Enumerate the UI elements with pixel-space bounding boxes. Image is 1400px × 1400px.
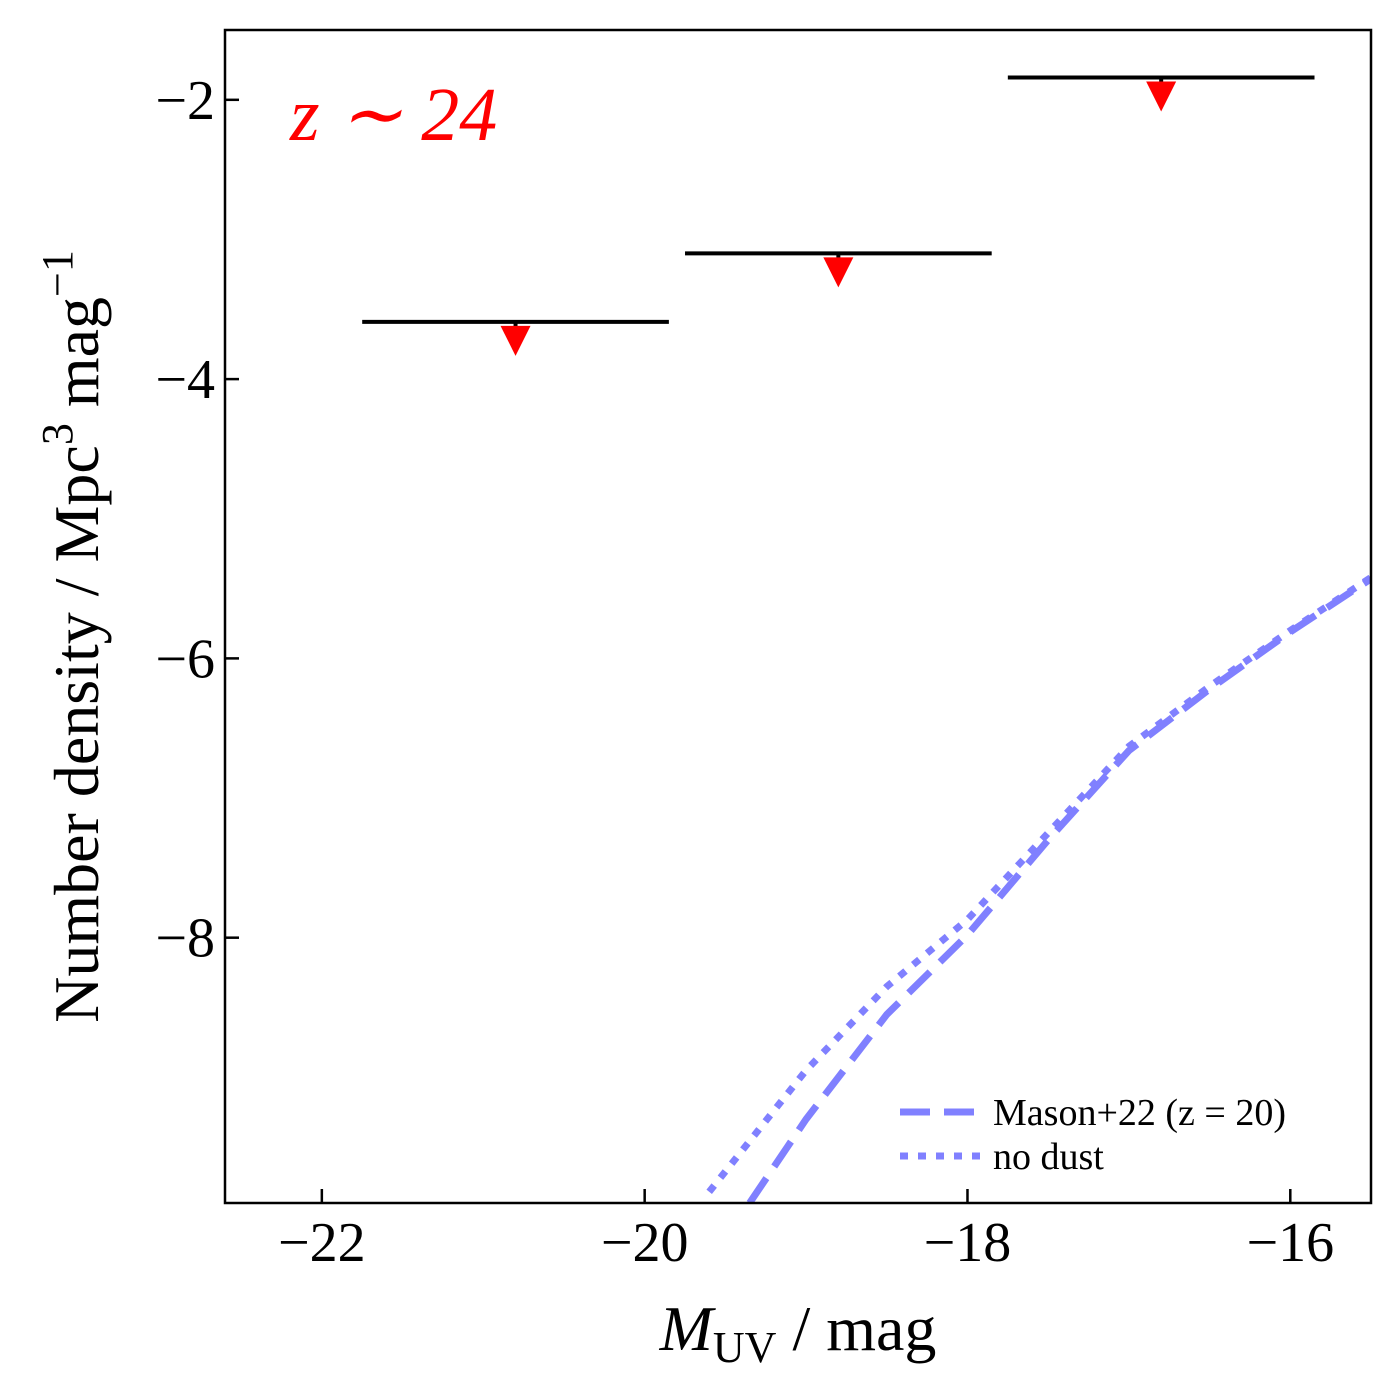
y-tick-label: −6 bbox=[155, 628, 215, 690]
x-label-part: / mag bbox=[776, 1293, 936, 1364]
y-label-part: Number density / Mpc bbox=[41, 445, 112, 1023]
upper-limit-marker bbox=[1146, 81, 1177, 112]
legend-label: Mason+22 (z = 20) bbox=[993, 1092, 1286, 1134]
y-tick-label: −8 bbox=[155, 908, 215, 970]
y-label-part: −1 bbox=[33, 250, 82, 297]
upper-limit-marker bbox=[823, 257, 854, 288]
x-tick-label: −18 bbox=[924, 1212, 1012, 1274]
y-tick-label: −4 bbox=[155, 349, 215, 411]
y-axis-label: Number density / Mpc3 mag−1 bbox=[33, 250, 112, 1023]
plot-frame bbox=[223, 28, 1373, 1205]
annotation: z ∼ 24 bbox=[289, 73, 497, 157]
legend-label: no dust bbox=[993, 1136, 1104, 1178]
x-tick-label: −20 bbox=[601, 1212, 689, 1274]
y-label-part: 3 bbox=[33, 423, 82, 445]
x-tick-label: −22 bbox=[278, 1212, 366, 1274]
model-line bbox=[706, 574, 1371, 1194]
y-label-part: mag bbox=[41, 297, 112, 423]
x-tick-label: −16 bbox=[1246, 1212, 1334, 1274]
plot-area bbox=[362, 75, 1371, 1203]
upper-limit-marker bbox=[500, 325, 531, 356]
y-tick-label: −2 bbox=[155, 70, 215, 132]
x-label-part: UV bbox=[713, 1323, 777, 1372]
x-axis-label: MUV / mag bbox=[659, 1293, 937, 1372]
x-label-part: M bbox=[659, 1293, 717, 1364]
